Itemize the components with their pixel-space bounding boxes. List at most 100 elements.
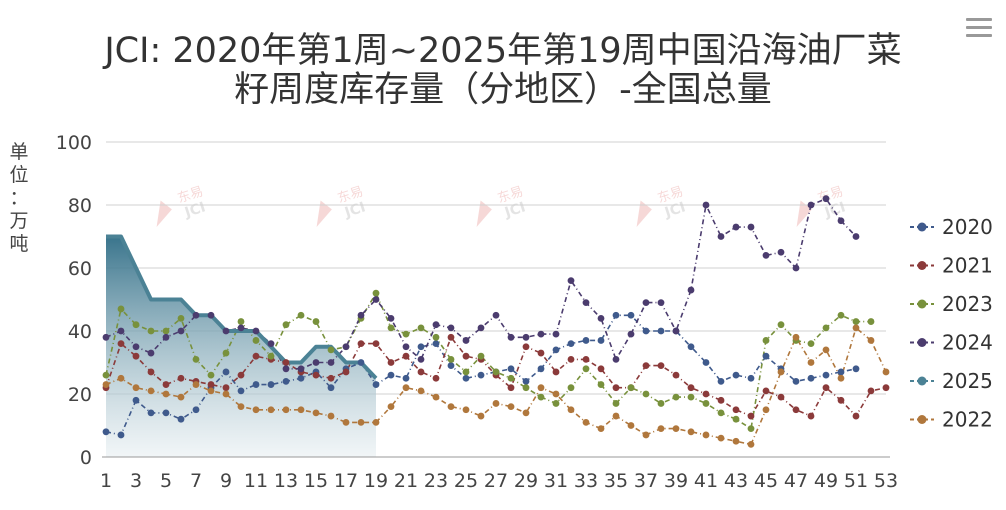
chart-title-line-2: 籽周度库存量（分地区）-全国总量 (234, 70, 772, 110)
data-point-2021 (807, 412, 815, 420)
data-point-2022 (177, 393, 185, 401)
x-axis: 1 3 5 7 9 11 13 15 17 19 21 23 25 27 29 31 33 35 37 39 41 43 4… (100, 456, 898, 492)
y-axis-label-char: 位 (9, 164, 28, 186)
data-point-2020 (582, 337, 590, 344)
data-point-2024 (522, 333, 530, 341)
data-point-2021 (657, 362, 665, 370)
data-point-2021 (597, 365, 605, 373)
data-point-2021 (882, 384, 890, 392)
data-point-2021 (432, 374, 440, 382)
legend-item-2024: 2024 (910, 331, 993, 355)
data-point-2020 (222, 368, 230, 376)
data-point-2023 (717, 409, 725, 417)
data-point-2023 (522, 384, 530, 392)
data-point-2021 (747, 412, 755, 420)
data-point-2024 (732, 223, 740, 231)
x-tick-label: 43 (724, 470, 748, 492)
x-tick-label: 41 (694, 470, 718, 492)
y-axis-label: 单位：万吨 (9, 141, 28, 255)
y-tick-label: 100 (56, 132, 92, 154)
x-tick-label: 11 (244, 470, 268, 492)
data-point-2022 (777, 368, 785, 376)
series-line-2023 (105, 291, 871, 430)
data-point-2022 (447, 403, 455, 410)
data-point-2022 (357, 418, 365, 426)
data-point-2021 (852, 412, 860, 420)
data-point-2021 (447, 333, 455, 341)
data-point-2021 (507, 384, 515, 392)
data-point-2024 (372, 296, 380, 303)
data-point-2023 (807, 340, 815, 347)
data-point-2023 (597, 381, 605, 388)
x-tick-label: 13 (274, 470, 298, 492)
data-point-2021 (567, 355, 575, 363)
y-axis: 0 20 40 60 80 100 (56, 132, 92, 469)
data-point-2024 (462, 337, 470, 344)
data-point-2024 (132, 343, 140, 351)
y-tick-label: 20 (68, 384, 92, 406)
data-point-2021 (312, 371, 320, 379)
data-point-2022 (507, 403, 515, 410)
data-point-2023 (312, 318, 320, 325)
data-point-2022 (237, 403, 245, 410)
data-point-2020 (732, 371, 740, 379)
data-point-2024 (222, 327, 230, 335)
x-tick-label: 9 (220, 470, 232, 492)
data-point-2020 (627, 311, 635, 319)
data-point-2023 (402, 330, 410, 338)
hamburger-menu-icon[interactable] (962, 14, 996, 44)
data-point-2020 (837, 368, 845, 376)
data-point-2021 (537, 349, 545, 357)
data-point-2022 (342, 418, 350, 426)
data-point-2024 (282, 365, 290, 373)
data-point-2020 (357, 359, 365, 366)
data-point-2024 (747, 223, 755, 231)
data-point-2022 (432, 393, 440, 401)
data-point-2020 (177, 415, 185, 423)
y-axis-label-char: 单 (9, 141, 28, 163)
data-point-2022 (402, 384, 410, 392)
data-point-2021 (672, 371, 680, 379)
data-point-2022 (132, 384, 140, 392)
data-point-2020 (447, 362, 455, 370)
data-point-2023 (507, 374, 515, 382)
x-tick-label: 31 (544, 470, 568, 492)
legend-marker-2025 (917, 376, 927, 386)
series-area-2025 (106, 236, 376, 457)
data-point-2023 (117, 305, 125, 313)
data-point-2021 (522, 343, 530, 351)
data-point-2021 (282, 359, 290, 366)
legend-label-2023: 2023 (942, 292, 993, 316)
data-point-2024 (627, 330, 635, 338)
data-point-2022 (597, 425, 605, 433)
watermark-logo-icon (156, 200, 172, 227)
data-point-2023 (372, 289, 380, 297)
data-point-2022 (552, 390, 560, 398)
data-point-2020 (132, 396, 140, 404)
data-point-2023 (417, 324, 425, 332)
data-point-2023 (267, 352, 275, 360)
data-point-2021 (462, 352, 470, 360)
data-point-2020 (687, 343, 695, 351)
data-point-2021 (357, 340, 365, 347)
legend-label-2025: 2025 (942, 369, 993, 393)
data-point-2023 (162, 327, 170, 335)
data-point-2022 (642, 431, 650, 439)
data-point-2023 (747, 425, 755, 433)
data-point-2020 (792, 378, 800, 385)
data-point-2021 (777, 393, 785, 401)
data-point-2023 (642, 390, 650, 398)
data-point-2023 (462, 368, 470, 376)
x-tick-label: 45 (754, 470, 778, 492)
data-point-2022 (672, 425, 680, 433)
data-point-2021 (177, 374, 185, 382)
data-point-2022 (207, 387, 215, 395)
data-point-2021 (762, 387, 770, 395)
y-tick-label: 80 (68, 195, 92, 217)
x-tick-label: 5 (160, 470, 172, 492)
data-point-2022 (792, 333, 800, 341)
data-point-2023 (192, 355, 200, 363)
watermark-logo-icon (636, 200, 652, 227)
